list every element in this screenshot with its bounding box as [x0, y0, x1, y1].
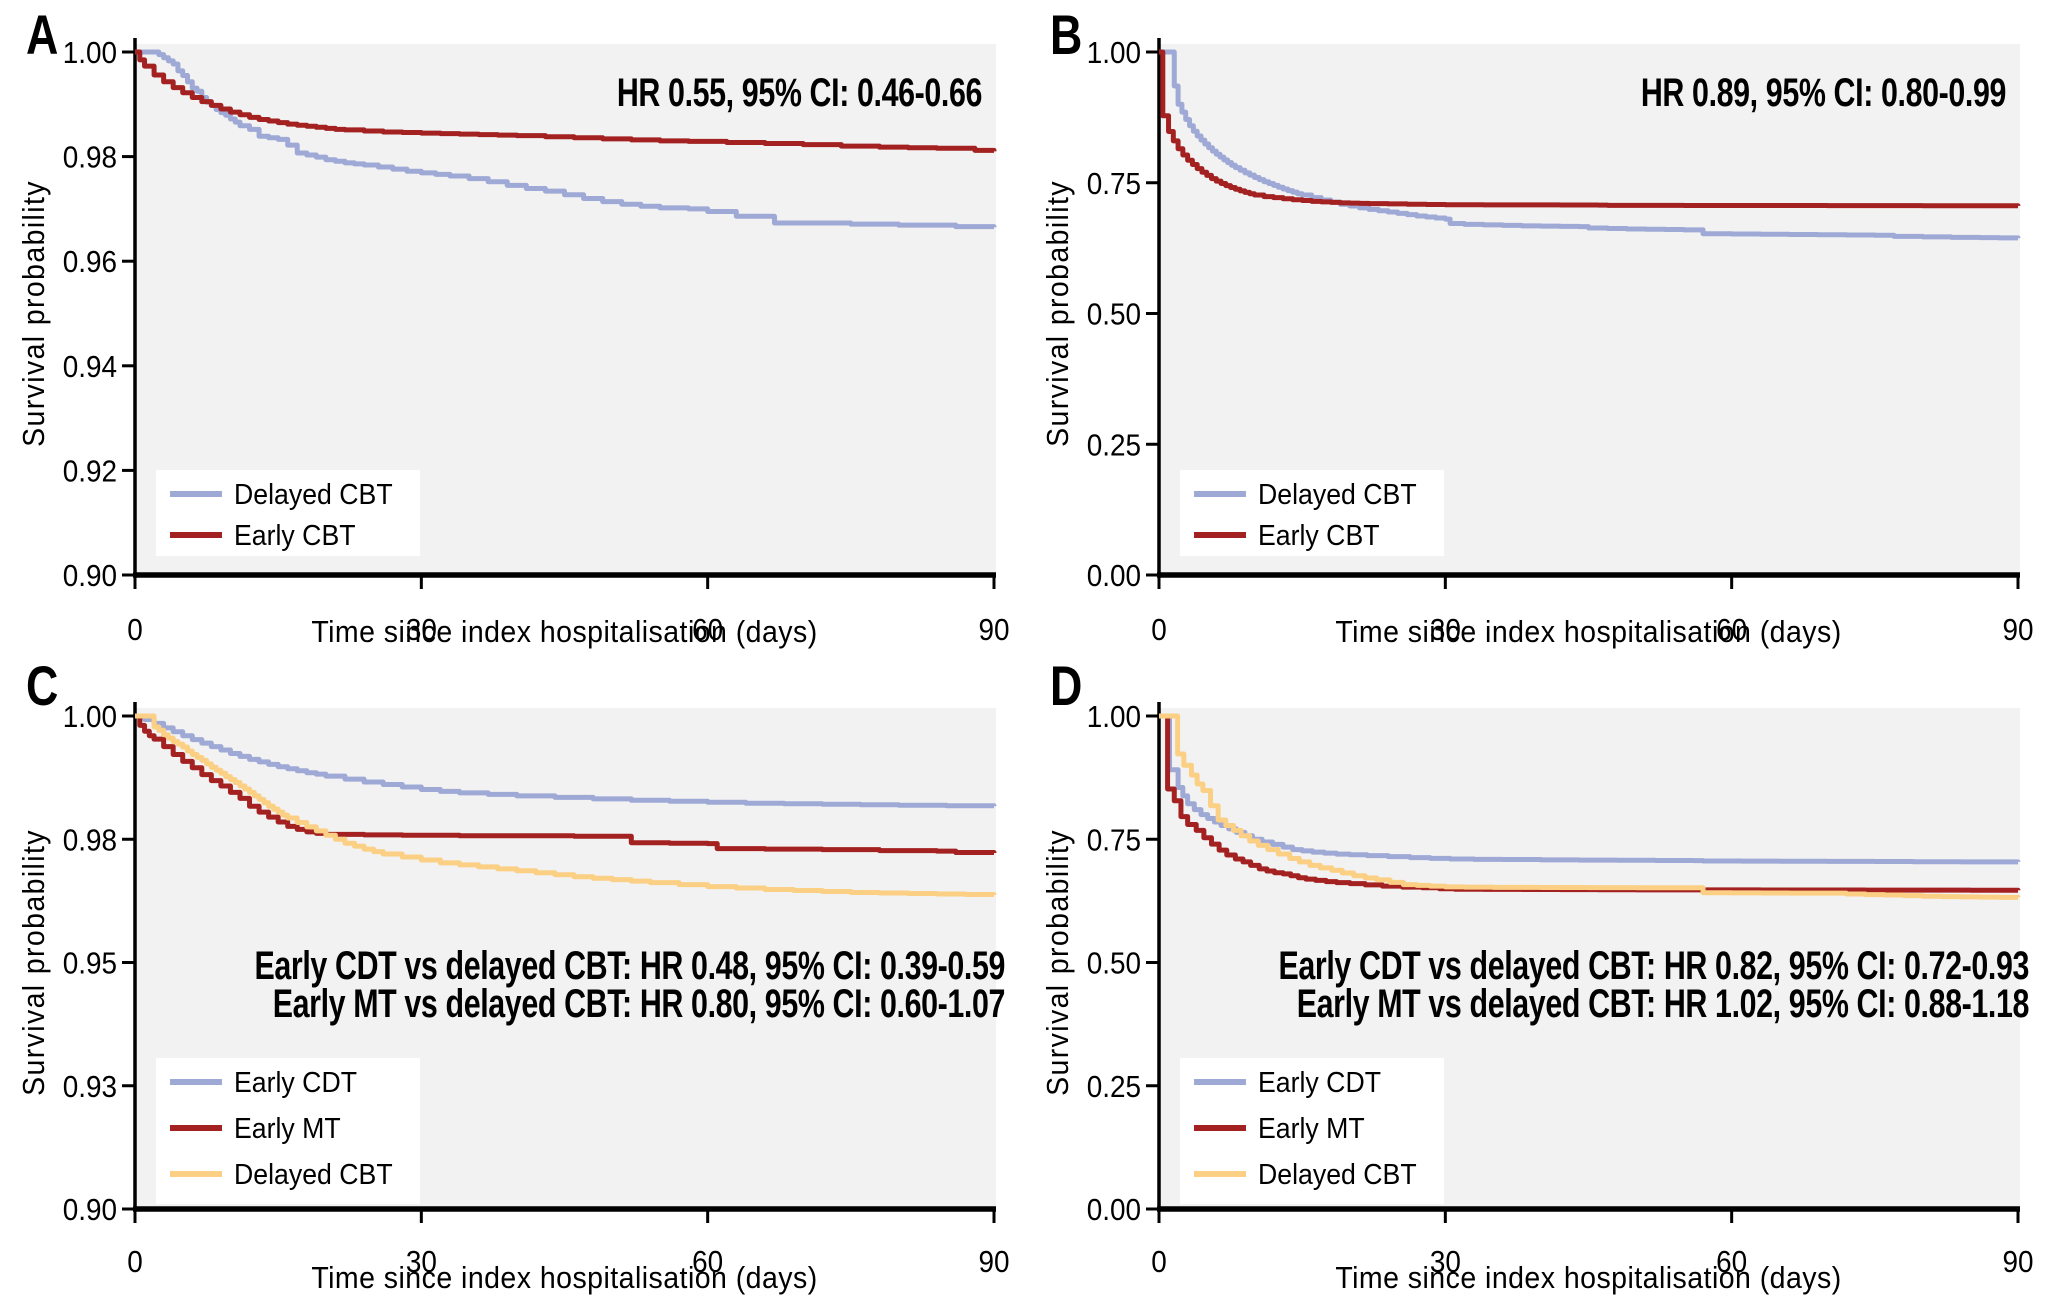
y-tick-label: 0.50	[1087, 946, 1141, 981]
x-tick-label: 0	[1151, 613, 1167, 648]
survival-curve-early-mt	[135, 713, 997, 856]
legend: Delayed CBT Early CBT	[156, 470, 420, 556]
legend: Early CDT Early MT Delayed CBT	[1180, 1058, 1444, 1204]
survival-curve-delayed-cbt	[135, 713, 997, 897]
panel-d: D 1.00 0.75 0.50 0.25 0.00 0 30 60 90 Survival pr…	[1024, 651, 2048, 1301]
y-tick-label: 0.75	[1087, 166, 1141, 201]
survival-curve-early-cbt	[135, 49, 997, 153]
x-tick-label: 0	[1151, 1245, 1167, 1280]
legend-label-delayed-cbt: Delayed CBT	[234, 478, 393, 510]
x-tick-label: 60	[1716, 1245, 1747, 1280]
x-tick-label: 90	[2002, 1245, 2033, 1280]
panel-b: B 1.00 0.75 0.50 0.25 0.00 0 30 60 90 Survival pr…	[1024, 0, 2048, 650]
x-tick-label: 30	[1430, 613, 1461, 648]
y-tick-label: 0.92	[63, 454, 117, 489]
legend: Delayed CBT Early CBT	[1180, 470, 1444, 556]
y-tick-label: 0.98	[63, 140, 117, 175]
y-tick-label: 0.94	[63, 349, 117, 384]
legend-label-early-cbt: Early CBT	[1258, 519, 1380, 551]
x-tick-label: 30	[406, 613, 437, 648]
y-tick-label: 0.90	[63, 1193, 117, 1228]
legend-label-early-mt: Early MT	[1258, 1112, 1365, 1144]
x-axis-title: Time since index hospitalisation (days)	[1335, 1261, 1841, 1295]
y-tick-label: 0.90	[63, 559, 117, 594]
survival-curve-early-cdt	[1159, 713, 2021, 865]
x-tick-label: 90	[978, 1245, 1009, 1280]
y-tick-label: 0.75	[1087, 823, 1141, 858]
y-tick-label: 1.00	[1087, 700, 1141, 735]
panel-letter-c: C	[26, 654, 58, 717]
x-tick-label: 0	[127, 613, 143, 648]
panel-letter-a: A	[26, 3, 58, 66]
legend-box	[1180, 470, 1444, 556]
x-tick-label: 30	[406, 1245, 437, 1280]
y-tick-label: 0.93	[63, 1069, 117, 1104]
km-plot-a: 1.00 0.98 0.96 0.94 0.92 0.90 0 30 60 90 Survival …	[17, 36, 1010, 650]
y-axis-title: Survival probability	[17, 829, 51, 1096]
survival-curve-delayed-cbt	[135, 49, 997, 230]
x-axis-title: Time since index hospitalisation (days)	[311, 1261, 817, 1295]
legend-label-early-cdt: Early CDT	[234, 1066, 357, 1098]
panel-a: A 1.00 0.98 0.96 0.94 0.92 0.90 0 30 60 90 Surviva…	[0, 0, 1024, 650]
hr-annotation: Early CDT vs delayed CBT: HR 0.48, 95% C…	[255, 943, 1005, 988]
km-plot-c: 1.00 0.98 0.95 0.93 0.90 0 30 60 90 Survival prob…	[17, 700, 1010, 1296]
legend: Early CDT Early MT Delayed CBT	[156, 1058, 420, 1204]
x-tick-label: 30	[1430, 1245, 1461, 1280]
survival-curve-early-cdt	[135, 713, 997, 809]
legend-box	[156, 470, 420, 556]
y-tick-label: 0.25	[1087, 1069, 1141, 1104]
y-tick-label: 1.00	[63, 36, 117, 71]
legend-label-early-cbt: Early CBT	[234, 519, 356, 551]
legend-label-delayed-cbt: Delayed CBT	[234, 1158, 393, 1190]
hr-annotation: Early CDT vs delayed CBT: HR 0.82, 95% C…	[1279, 943, 2029, 988]
y-tick-label: 0.95	[63, 946, 117, 981]
x-tick-label: 60	[692, 1245, 723, 1280]
y-tick-label: 1.00	[1087, 36, 1141, 71]
y-tick-label: 0.00	[1087, 559, 1141, 594]
x-tick-label: 60	[692, 613, 723, 648]
x-tick-label: 60	[1716, 613, 1747, 648]
hr-annotation: HR 0.55, 95% CI: 0.46-0.66	[617, 70, 982, 115]
x-tick-label: 0	[127, 1245, 143, 1280]
y-tick-label: 0.96	[63, 245, 117, 280]
legend-label-early-cdt: Early CDT	[1258, 1066, 1381, 1098]
y-tick-label: 0.98	[63, 823, 117, 858]
y-tick-label: 0.50	[1087, 297, 1141, 332]
km-plot-b: 1.00 0.75 0.50 0.25 0.00 0 30 60 90 Survival prob…	[1041, 36, 2034, 650]
y-axis-title: Survival probability	[17, 180, 51, 447]
panel-letter-b: B	[1050, 3, 1082, 66]
panel-letter-d: D	[1050, 654, 1082, 717]
x-tick-label: 90	[978, 613, 1009, 648]
survival-curve-delayed-cbt	[1159, 713, 2021, 900]
panel-c: C 1.00 0.98 0.95 0.93 0.90 0 30 60 90 Survival pr…	[0, 651, 1024, 1301]
hr-annotation: Early MT vs delayed CBT: HR 1.02, 95% CI…	[1297, 981, 2029, 1026]
x-axis-title: Time since index hospitalisation (days)	[1335, 615, 1841, 649]
legend-label-early-mt: Early MT	[234, 1112, 341, 1144]
hr-annotation: Early MT vs delayed CBT: HR 0.80, 95% CI…	[273, 981, 1005, 1026]
x-tick-label: 90	[2002, 613, 2033, 648]
survival-curve-early-cbt	[1159, 49, 2021, 209]
legend-label-delayed-cbt: Delayed CBT	[1258, 1158, 1417, 1190]
y-tick-label: 0.00	[1087, 1193, 1141, 1228]
y-axis-title: Survival probability	[1041, 829, 1075, 1096]
hr-annotation: HR 0.89, 95% CI: 0.80-0.99	[1641, 70, 2006, 115]
y-tick-label: 1.00	[63, 700, 117, 735]
survival-curve-delayed-cbt	[1159, 49, 2021, 241]
legend-label-delayed-cbt: Delayed CBT	[1258, 478, 1417, 510]
x-axis-title: Time since index hospitalisation (days)	[311, 615, 817, 649]
km-plot-d: 1.00 0.75 0.50 0.25 0.00 0 30 60 90 Survival prob…	[1041, 700, 2034, 1296]
y-tick-label: 0.25	[1087, 428, 1141, 463]
y-axis-title: Survival probability	[1041, 180, 1075, 447]
